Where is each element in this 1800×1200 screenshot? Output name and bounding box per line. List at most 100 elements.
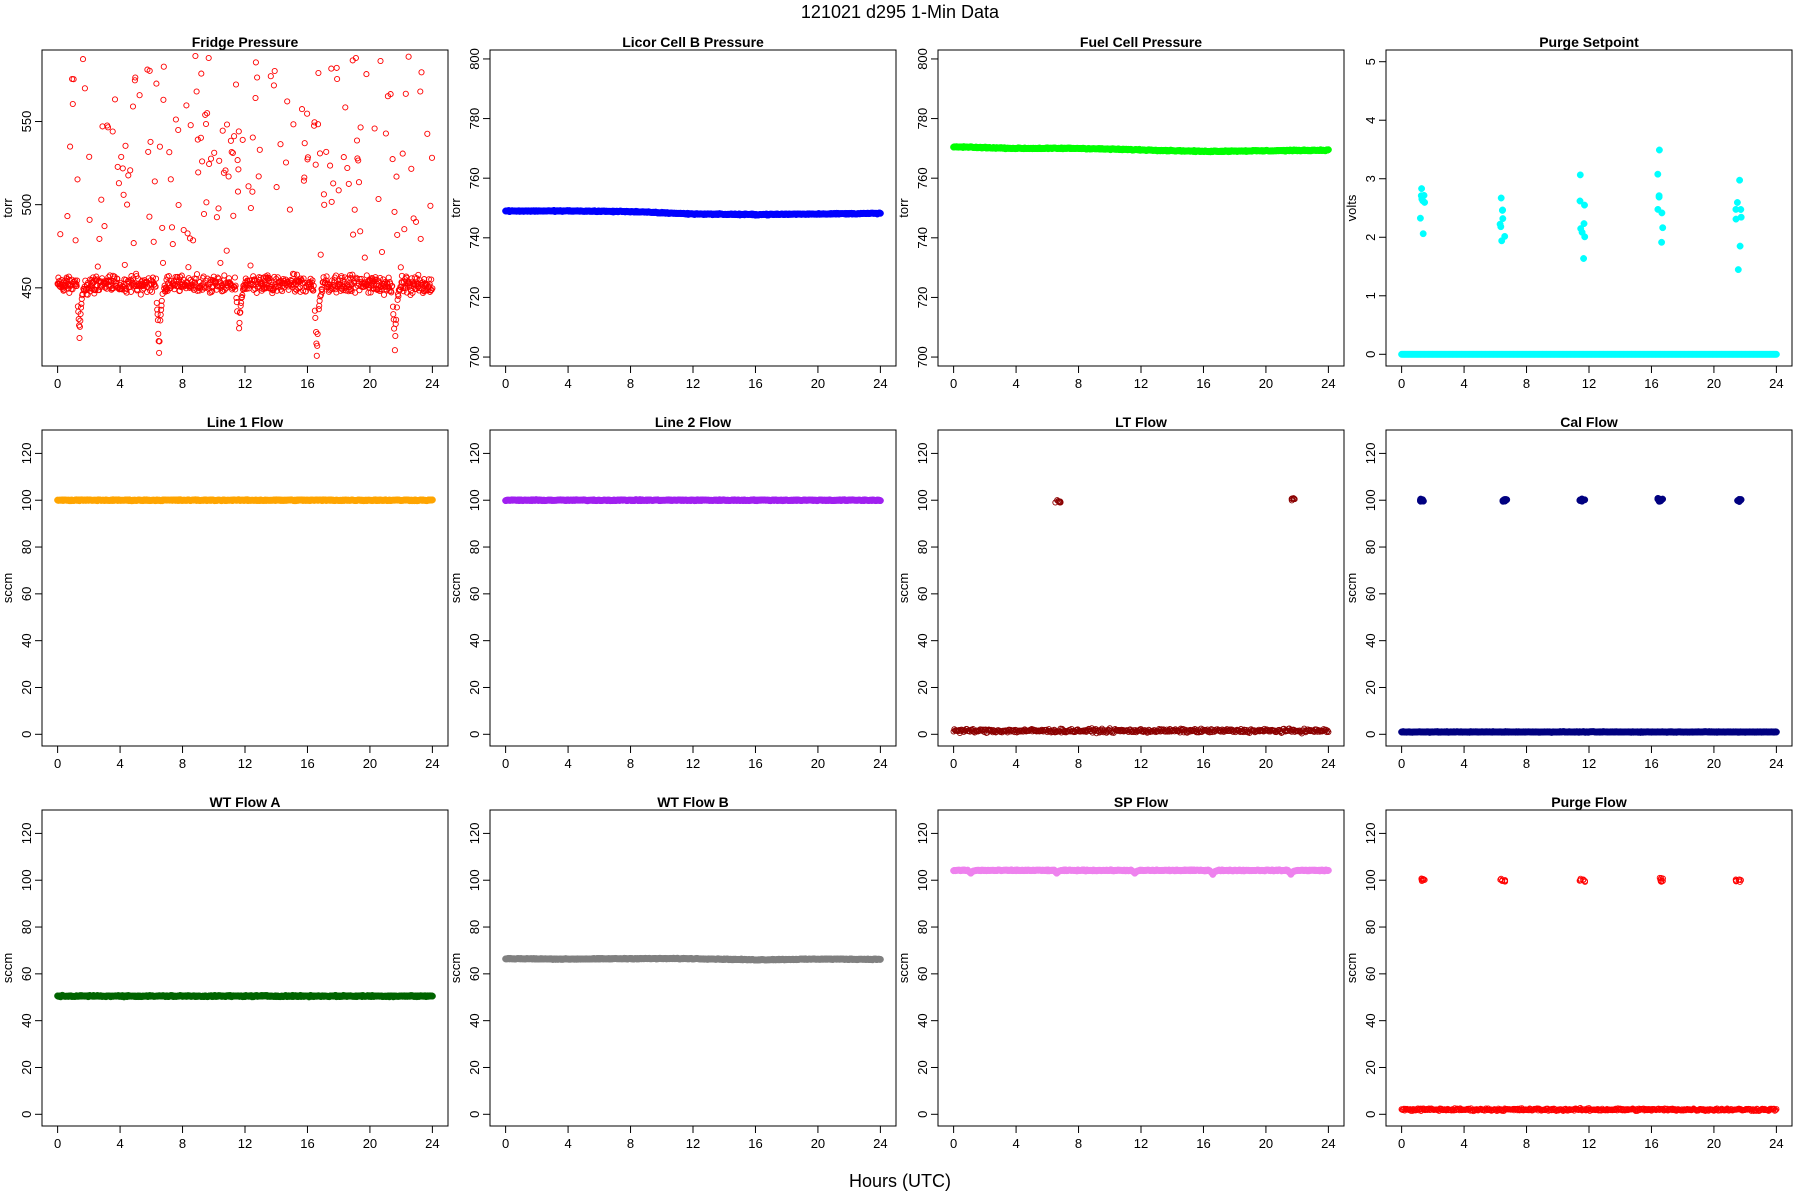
data-point [104,124,112,131]
x-tick-label: 8 [1075,376,1082,391]
data-point [221,286,228,294]
data-point [74,176,81,183]
data-point [157,311,164,318]
x-tick-label: 24 [873,756,887,771]
data-point [876,209,884,217]
data-point [290,121,297,128]
data-point [159,224,166,231]
data-point [380,291,388,298]
x-tick-label: 24 [425,1136,439,1151]
data-point [310,282,317,289]
data-point [196,279,203,286]
data-point [415,271,422,278]
data-point [286,206,293,213]
x-tick-label: 8 [1523,376,1530,391]
data-point [418,69,425,76]
data-point [136,92,143,99]
data-point [93,273,100,280]
y-tick-label: 60 [19,967,34,981]
data-point [239,292,246,299]
data-point [1732,205,1740,213]
data-point [271,67,278,75]
data-point [346,271,354,279]
data-point [187,122,194,129]
data-point [412,218,420,225]
x-tick-label: 0 [502,376,509,391]
chart-title: WT Flow A [209,794,280,810]
y-tick-label: 100 [915,489,930,511]
x-tick-label: 20 [363,1136,377,1151]
data-point [137,291,144,298]
data-point [229,149,236,157]
y-tick-label: 720 [915,287,930,309]
x-tick-label: 4 [1460,756,1467,771]
data-point [111,96,119,103]
x-tick-label: 0 [1398,756,1405,771]
data-point [390,311,397,318]
x-tick-label: 20 [811,376,825,391]
data-point [1658,238,1666,246]
y-axis-label: torr [896,198,911,218]
x-tick-label: 24 [1321,376,1335,391]
x-tick-label: 12 [238,756,252,771]
series-1 [502,206,884,219]
x-tick-label: 0 [950,756,957,771]
series-1 [950,725,1332,737]
data-point [393,304,400,311]
data-point [131,77,138,84]
data-point [394,231,401,238]
data-point [247,262,254,269]
series-1 [502,496,884,505]
data-point [165,272,172,280]
y-tick-label: 120 [467,443,482,465]
data-point [304,110,311,117]
data-point [402,90,409,97]
y-tick-label: 0 [19,731,34,738]
y-tick-label: 120 [915,443,930,465]
data-point [312,161,319,168]
series-2 [1052,495,1298,506]
data-point [1654,205,1662,213]
data-point [174,273,181,280]
data-point [424,130,431,137]
data-point [1655,193,1663,201]
x-tick-label: 24 [1321,756,1335,771]
data-point [407,291,414,299]
chart-title: LT Flow [1115,414,1167,430]
data-point [129,103,137,110]
series-2 [1416,146,1745,274]
data-point [349,271,356,278]
data-point [393,316,400,323]
data-point [1498,206,1506,214]
data-point [202,120,210,128]
y-tick-label: 0 [19,1111,34,1118]
data-point [361,254,368,261]
data-point [213,214,220,221]
data-point [323,148,330,155]
data-point [377,57,384,65]
x-tick-label: 4 [564,376,571,391]
chart-title: Fridge Pressure [192,34,299,50]
x-tick-label: 16 [1196,376,1210,391]
data-point [1654,170,1662,178]
data-point [158,297,165,304]
data-point [1497,194,1505,202]
y-tick-label: 20 [1363,680,1378,694]
x-tick-label: 16 [1196,756,1210,771]
chart-title: Licor Cell B Pressure [622,34,764,50]
y-tick-label: 60 [19,587,34,601]
data-point [1416,214,1424,222]
y-tick-label: 0 [467,731,482,738]
data-point [223,247,230,254]
data-point [315,69,322,77]
data-point [417,235,424,242]
data-point [203,199,210,206]
x-tick-label: 8 [627,756,634,771]
data-point [876,497,884,505]
data-point [1578,495,1586,503]
data-point [417,88,424,95]
data-point [291,271,298,278]
x-tick-label: 16 [748,756,762,771]
